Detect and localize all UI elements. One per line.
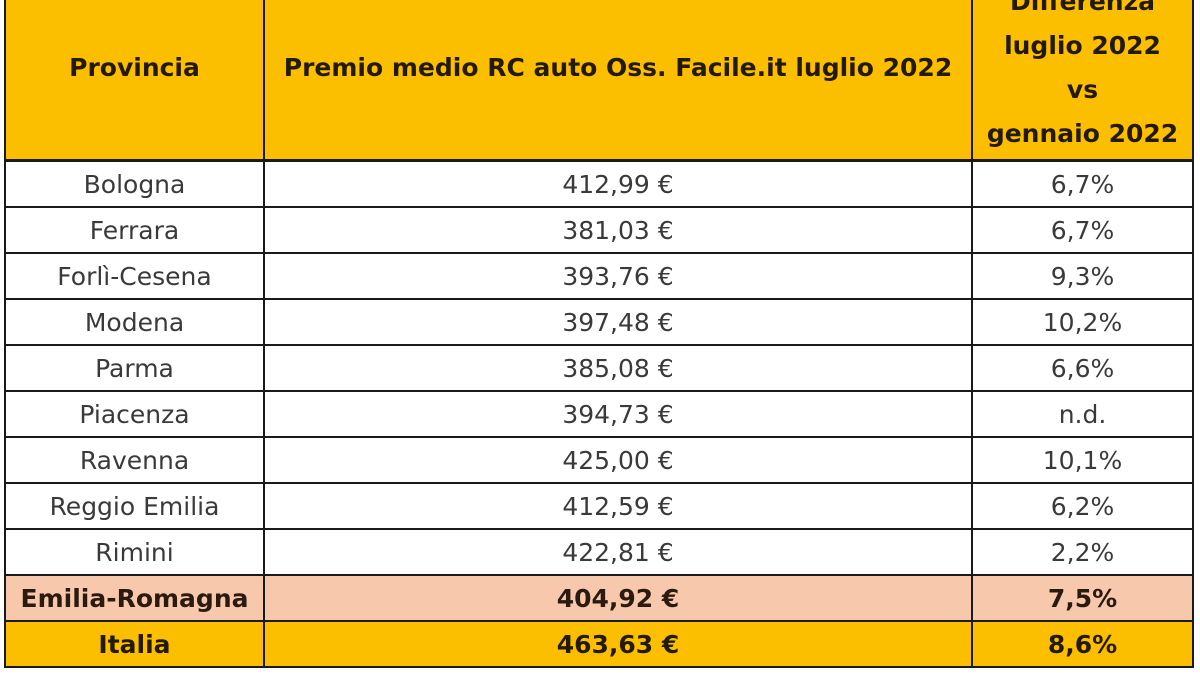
region-name-cell: Emilia-Romagna xyxy=(4,574,265,622)
province-cell: Modena xyxy=(4,298,265,346)
region-difference-cell: 7,5% xyxy=(971,574,1194,622)
difference-cell: 6,6% xyxy=(971,344,1194,392)
difference-cell: n.d. xyxy=(971,390,1194,438)
province-cell: Reggio Emilia xyxy=(4,482,265,530)
province-cell: Forlì-Cesena xyxy=(4,252,265,300)
table-row: Ravenna 425,00 € 10,1% xyxy=(4,436,1194,484)
table-row: Bologna 412,99 € 6,7% xyxy=(4,159,1194,208)
difference-cell: 6,7% xyxy=(971,159,1194,208)
province-cell: Parma xyxy=(4,344,265,392)
header-difference: Differenza luglio 2022 vs gennaio 2022 xyxy=(971,0,1194,162)
province-cell: Piacenza xyxy=(4,390,265,438)
premium-cell: 381,03 € xyxy=(263,206,973,254)
table-row: Forlì-Cesena 393,76 € 9,3% xyxy=(4,252,1194,300)
nation-premium-cell: 463,63 € xyxy=(263,620,973,668)
table-row: Reggio Emilia 412,59 € 6,2% xyxy=(4,482,1194,530)
table-row: Ferrara 381,03 € 6,7% xyxy=(4,206,1194,254)
national-total-row: Italia 463,63 € 8,6% xyxy=(4,620,1194,668)
header-difference-line: luglio 2022 xyxy=(1004,31,1161,60)
table-header-row: Provincia Premio medio RC auto Oss. Faci… xyxy=(4,0,1194,162)
header-difference-line: vs xyxy=(1066,75,1099,104)
premium-cell: 412,59 € xyxy=(263,482,973,530)
premium-cell: 412,99 € xyxy=(263,159,973,208)
premium-cell: 394,73 € xyxy=(263,390,973,438)
region-premium-cell: 404,92 € xyxy=(263,574,973,622)
premium-cell: 397,48 € xyxy=(263,298,973,346)
difference-cell: 6,2% xyxy=(971,482,1194,530)
header-difference-line: gennaio 2022 xyxy=(986,119,1179,148)
nation-difference-cell: 8,6% xyxy=(971,620,1194,668)
table-row: Piacenza 394,73 € n.d. xyxy=(4,390,1194,438)
nation-name-cell: Italia xyxy=(4,620,265,668)
premium-cell: 393,76 € xyxy=(263,252,973,300)
province-cell: Ravenna xyxy=(4,436,265,484)
premium-cell: 422,81 € xyxy=(263,528,973,576)
premium-cell: 425,00 € xyxy=(263,436,973,484)
difference-cell: 6,7% xyxy=(971,206,1194,254)
difference-cell: 2,2% xyxy=(971,528,1194,576)
difference-cell: 10,2% xyxy=(971,298,1194,346)
province-cell: Rimini xyxy=(4,528,265,576)
table-row: Modena 397,48 € 10,2% xyxy=(4,298,1194,346)
table-row: Parma 385,08 € 6,6% xyxy=(4,344,1194,392)
difference-cell: 9,3% xyxy=(971,252,1194,300)
header-difference-line: Differenza xyxy=(1009,0,1156,16)
difference-cell: 10,1% xyxy=(971,436,1194,484)
province-cell: Ferrara xyxy=(4,206,265,254)
table-row: Rimini 422,81 € 2,2% xyxy=(4,528,1194,576)
premium-table: Provincia Premio medio RC auto Oss. Faci… xyxy=(4,0,1194,668)
header-province: Provincia xyxy=(4,0,265,162)
region-total-row: Emilia-Romagna 404,92 € 7,5% xyxy=(4,574,1194,622)
province-cell: Bologna xyxy=(4,159,265,208)
header-premium: Premio medio RC auto Oss. Facile.it lugl… xyxy=(263,0,973,162)
premium-cell: 385,08 € xyxy=(263,344,973,392)
